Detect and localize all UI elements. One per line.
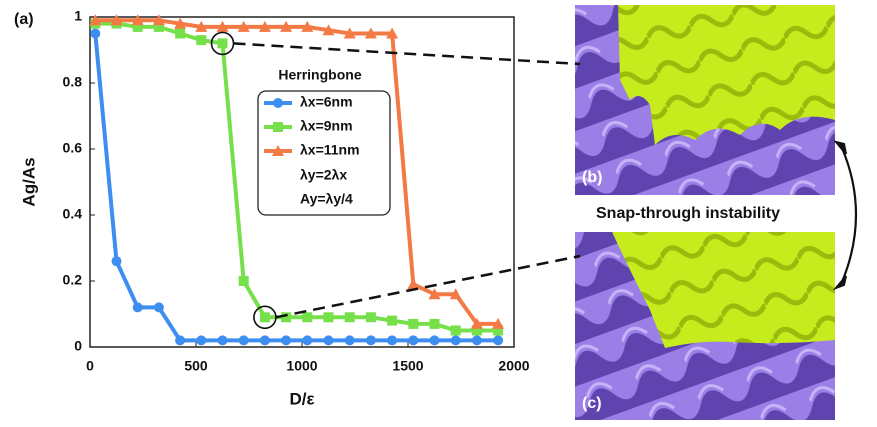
x-tick-label: 1500 bbox=[392, 358, 423, 374]
marker bbox=[218, 38, 228, 48]
x-axis-label: D/ε bbox=[289, 389, 314, 408]
y-axis-label: Ag/As bbox=[19, 157, 38, 206]
marker bbox=[387, 316, 397, 326]
y-tick-label: 0.6 bbox=[63, 140, 83, 156]
legend-title: Herringbone bbox=[278, 67, 361, 83]
arrow bbox=[842, 148, 856, 282]
marker bbox=[196, 335, 206, 345]
panel-b-image bbox=[575, 5, 835, 195]
marker bbox=[302, 312, 312, 322]
panel-label: (c) bbox=[582, 395, 602, 412]
annotation: Ay=λy/4 bbox=[300, 191, 353, 207]
marker bbox=[387, 335, 397, 345]
marker bbox=[260, 335, 270, 345]
marker bbox=[196, 35, 206, 45]
marker bbox=[218, 335, 228, 345]
marker bbox=[175, 29, 185, 39]
legend-marker bbox=[273, 122, 283, 132]
marker bbox=[281, 312, 291, 322]
x-tick-label: 0 bbox=[86, 358, 94, 374]
marker bbox=[451, 326, 461, 336]
marker bbox=[239, 276, 249, 286]
marker bbox=[154, 302, 164, 312]
marker bbox=[408, 319, 418, 329]
figure: (a) D/ε Ag/As Herringbone (b) (c) Snap-t… bbox=[0, 0, 877, 422]
legend-marker bbox=[273, 98, 283, 108]
legend-label: λx=11nm bbox=[300, 142, 360, 158]
y-tick-label: 0 bbox=[74, 338, 82, 354]
marker bbox=[112, 256, 122, 266]
panel-label: (a) bbox=[14, 11, 34, 28]
marker bbox=[324, 312, 334, 322]
marker bbox=[366, 335, 376, 345]
caption: Snap-through instability bbox=[596, 205, 780, 222]
x-tick-label: 1000 bbox=[286, 358, 317, 374]
marker bbox=[133, 302, 143, 312]
marker bbox=[175, 335, 185, 345]
marker bbox=[345, 335, 355, 345]
panel-c-image bbox=[575, 232, 835, 420]
callout-line bbox=[276, 256, 580, 317]
marker bbox=[90, 29, 100, 39]
marker bbox=[345, 312, 355, 322]
marker bbox=[472, 335, 482, 345]
x-tick-label: 500 bbox=[184, 358, 208, 374]
annotation: λy=2λx bbox=[300, 167, 347, 183]
marker bbox=[260, 312, 270, 322]
marker bbox=[324, 335, 334, 345]
y-tick-label: 0.2 bbox=[63, 272, 83, 288]
marker bbox=[493, 335, 503, 345]
marker bbox=[239, 335, 249, 345]
y-tick-label: 1 bbox=[74, 8, 82, 24]
panel-label: (b) bbox=[582, 169, 602, 186]
arrow-head bbox=[836, 142, 846, 288]
x-tick-label: 2000 bbox=[498, 358, 529, 374]
marker bbox=[451, 335, 461, 345]
marker bbox=[430, 335, 440, 345]
marker bbox=[430, 319, 440, 329]
marker bbox=[408, 335, 418, 345]
marker bbox=[302, 335, 312, 345]
y-tick-label: 0.8 bbox=[63, 74, 83, 90]
legend-label: λx=6nm bbox=[300, 94, 353, 110]
legend-label: λx=9nm bbox=[300, 118, 353, 134]
marker bbox=[281, 335, 291, 345]
callout-line bbox=[234, 43, 581, 64]
y-tick-label: 0.4 bbox=[63, 206, 83, 222]
marker bbox=[366, 312, 376, 322]
